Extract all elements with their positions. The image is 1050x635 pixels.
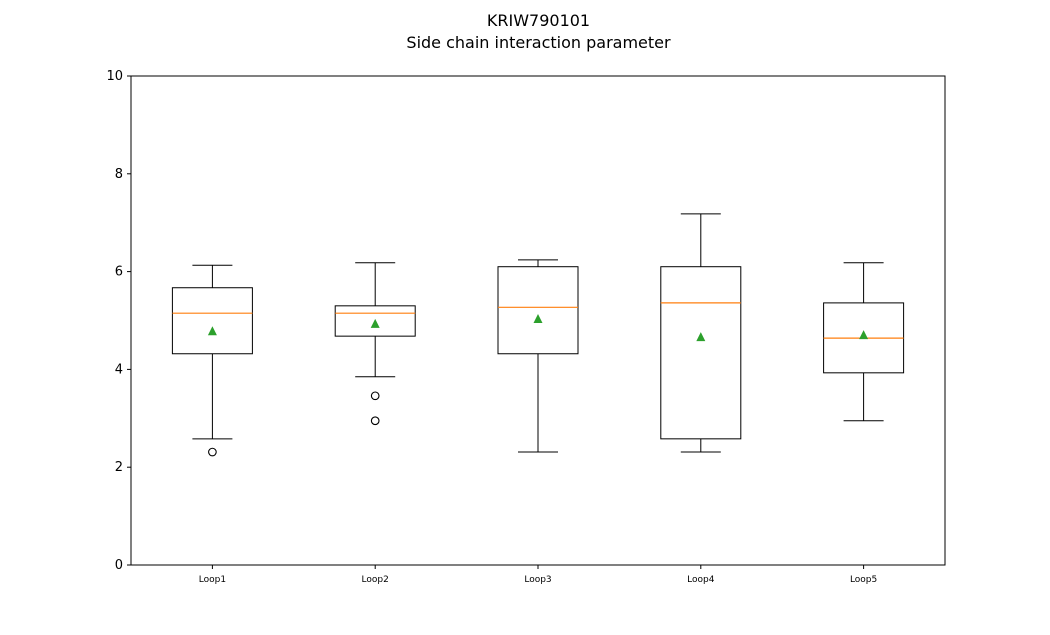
mean-marker bbox=[370, 318, 380, 328]
outlier-point bbox=[370, 391, 380, 401]
box bbox=[497, 266, 579, 355]
x-tick-label: Loop4 bbox=[687, 575, 715, 585]
mean-marker bbox=[533, 314, 543, 324]
box bbox=[660, 266, 742, 440]
y-tick-label: 0 bbox=[115, 558, 123, 573]
mean-marker bbox=[696, 332, 706, 342]
outlier-point bbox=[370, 416, 380, 426]
x-tick-label: Loop5 bbox=[850, 575, 877, 585]
chart-title: KRIW790101 bbox=[486, 11, 591, 30]
outlier-point bbox=[208, 447, 217, 457]
y-tick-label: 6 bbox=[115, 265, 123, 280]
x-tick-label: Loop1 bbox=[199, 575, 226, 585]
box bbox=[334, 305, 416, 337]
chart-title-block: KRIW790101 Side chain interaction parame… bbox=[0, 10, 1050, 54]
x-tick-label: Loop2 bbox=[362, 575, 389, 585]
y-tick-label: 2 bbox=[115, 460, 123, 475]
mean-marker bbox=[207, 326, 217, 336]
y-tick-label: 10 bbox=[106, 69, 123, 84]
mean-marker bbox=[859, 330, 869, 340]
y-tick-label: 8 bbox=[115, 167, 123, 182]
chart-subtitle: Side chain interaction parameter bbox=[406, 33, 671, 52]
y-tick-label: 4 bbox=[115, 362, 123, 377]
x-tick-label: Loop3 bbox=[524, 575, 551, 585]
box bbox=[171, 287, 253, 355]
